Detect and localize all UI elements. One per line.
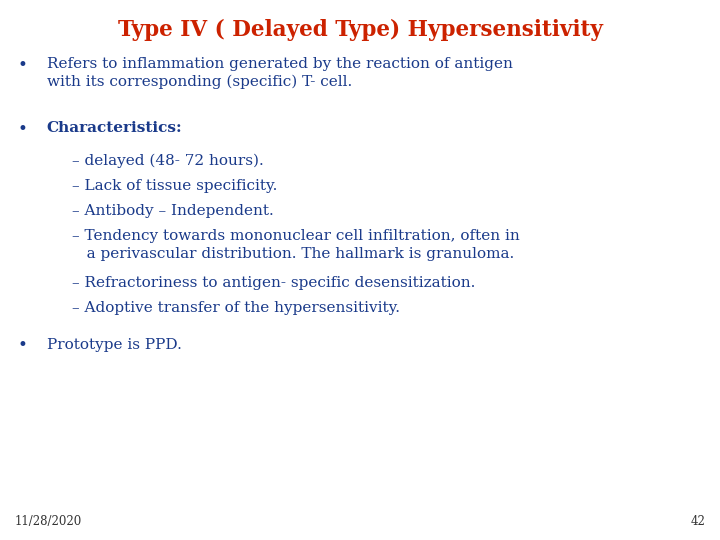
Text: Type IV ( Delayed Type) Hypersensitivity: Type IV ( Delayed Type) Hypersensitivity [117,19,603,41]
Text: Refers to inflammation generated by the reaction of antigen
with its correspondi: Refers to inflammation generated by the … [47,57,513,89]
Text: 42: 42 [690,515,706,528]
Text: Prototype is PPD.: Prototype is PPD. [47,338,181,352]
Text: – Antibody – Independent.: – Antibody – Independent. [72,204,274,218]
Text: – Tendency towards mononuclear cell infiltration, often in
   a perivascular dis: – Tendency towards mononuclear cell infi… [72,229,520,261]
Text: – delayed (48- 72 hours).: – delayed (48- 72 hours). [72,154,264,168]
Text: Characteristics:: Characteristics: [47,122,182,136]
Text: •: • [18,122,28,138]
Text: – Adoptive transfer of the hypersensitivity.: – Adoptive transfer of the hypersensitiv… [72,301,400,315]
Text: •: • [18,338,28,354]
Text: 11/28/2020: 11/28/2020 [14,515,81,528]
Text: – Lack of tissue specificity.: – Lack of tissue specificity. [72,179,277,193]
Text: •: • [18,57,28,73]
Text: – Refractoriness to antigen- specific desensitization.: – Refractoriness to antigen- specific de… [72,276,475,291]
